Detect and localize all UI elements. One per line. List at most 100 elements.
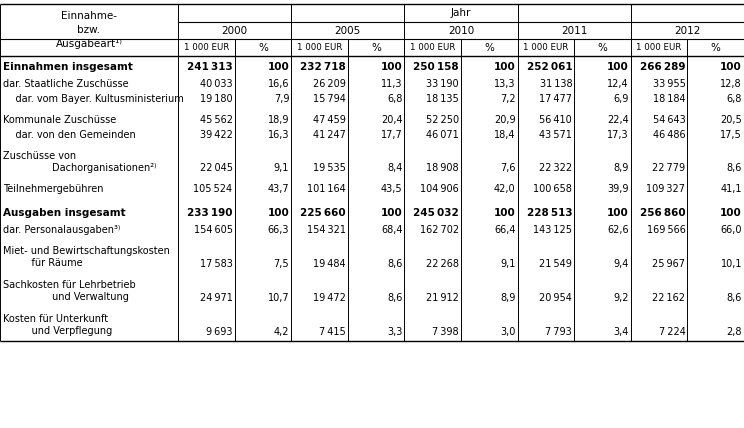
Text: 6,8: 6,8 <box>727 93 742 104</box>
Text: 8,6: 8,6 <box>727 163 742 173</box>
Text: 6,8: 6,8 <box>387 93 403 104</box>
Text: 22 162: 22 162 <box>652 293 685 303</box>
Text: 17,5: 17,5 <box>720 130 742 140</box>
Text: 17 477: 17 477 <box>539 93 572 104</box>
Text: 56 410: 56 410 <box>539 115 572 125</box>
Text: 100: 100 <box>607 208 629 218</box>
Text: 9 693: 9 693 <box>206 327 233 337</box>
Text: 100: 100 <box>267 208 289 218</box>
Text: %: % <box>258 42 268 53</box>
Text: 52 250: 52 250 <box>426 115 459 125</box>
Text: 225 660: 225 660 <box>300 208 346 218</box>
Text: 1 000 EUR: 1 000 EUR <box>523 43 568 52</box>
Text: 7 793: 7 793 <box>545 327 572 337</box>
Text: 7,5: 7,5 <box>274 259 289 269</box>
Text: 1 000 EUR: 1 000 EUR <box>410 43 455 52</box>
Text: 22 045: 22 045 <box>199 163 233 173</box>
Text: 15 794: 15 794 <box>313 93 346 104</box>
Text: 154 321: 154 321 <box>307 225 346 235</box>
Text: 228 513: 228 513 <box>527 208 572 218</box>
Text: 19 472: 19 472 <box>313 293 346 303</box>
Text: 18,9: 18,9 <box>268 115 289 125</box>
Text: 66,3: 66,3 <box>268 225 289 235</box>
Text: 62,6: 62,6 <box>607 225 629 235</box>
Text: 12,4: 12,4 <box>607 78 629 89</box>
Text: 245 032: 245 032 <box>413 208 459 218</box>
Text: 154 605: 154 605 <box>193 225 233 235</box>
Text: 39 422: 39 422 <box>199 130 233 140</box>
Text: 100: 100 <box>607 62 629 72</box>
Text: 33 190: 33 190 <box>426 78 459 89</box>
Text: Kommunale Zuschüsse: Kommunale Zuschüsse <box>3 115 116 125</box>
Text: %: % <box>597 42 607 53</box>
Text: 7,2: 7,2 <box>500 93 516 104</box>
Text: 9,1: 9,1 <box>274 163 289 173</box>
Text: Ausgaben insgesamt: Ausgaben insgesamt <box>3 208 126 218</box>
Text: 7,9: 7,9 <box>274 93 289 104</box>
Text: 169 566: 169 566 <box>647 225 685 235</box>
Text: 232 718: 232 718 <box>300 62 346 72</box>
Text: 3,3: 3,3 <box>387 327 403 337</box>
Text: 18 135: 18 135 <box>426 93 459 104</box>
Text: 17,7: 17,7 <box>381 130 403 140</box>
Text: 21 912: 21 912 <box>426 293 459 303</box>
Text: Kosten für Unterkunft: Kosten für Unterkunft <box>3 314 108 324</box>
Text: 18 908: 18 908 <box>426 163 459 173</box>
Text: 100: 100 <box>720 62 742 72</box>
Text: 31 138: 31 138 <box>539 78 572 89</box>
Text: 20,9: 20,9 <box>494 115 516 125</box>
Text: 241 313: 241 313 <box>187 62 233 72</box>
Text: 43,5: 43,5 <box>381 184 403 193</box>
Text: 42,0: 42,0 <box>494 184 516 193</box>
Text: %: % <box>711 42 721 53</box>
Text: 39,9: 39,9 <box>607 184 629 193</box>
Text: 8,4: 8,4 <box>387 163 403 173</box>
Text: 8,6: 8,6 <box>727 293 742 303</box>
Text: und Verpflegung: und Verpflegung <box>19 326 112 336</box>
Text: 16,3: 16,3 <box>268 130 289 140</box>
Text: 7 415: 7 415 <box>319 327 346 337</box>
Text: %: % <box>484 42 494 53</box>
Text: 54 643: 54 643 <box>652 115 685 125</box>
Text: 68,4: 68,4 <box>381 225 403 235</box>
Text: 8,9: 8,9 <box>613 163 629 173</box>
Text: 43,7: 43,7 <box>268 184 289 193</box>
Text: 104 906: 104 906 <box>420 184 459 193</box>
Text: 10,7: 10,7 <box>268 293 289 303</box>
Text: 1 000 EUR: 1 000 EUR <box>636 43 682 52</box>
Text: 6,9: 6,9 <box>613 93 629 104</box>
Text: Miet- und Bewirtschaftungskosten: Miet- und Bewirtschaftungskosten <box>3 246 170 256</box>
Text: Einnahmen insgesamt: Einnahmen insgesamt <box>3 62 133 72</box>
Text: 3,4: 3,4 <box>613 327 629 337</box>
Text: 19 535: 19 535 <box>313 163 346 173</box>
Text: 2005: 2005 <box>335 26 361 36</box>
Text: 8,6: 8,6 <box>387 293 403 303</box>
Text: 19 180: 19 180 <box>200 93 233 104</box>
Text: 3,0: 3,0 <box>500 327 516 337</box>
Text: Zuschüsse von: Zuschüsse von <box>3 151 76 160</box>
Text: dar. vom Bayer. Kultusministerium: dar. vom Bayer. Kultusministerium <box>3 93 184 104</box>
Text: 22,4: 22,4 <box>607 115 629 125</box>
Text: %: % <box>371 42 381 53</box>
Text: 100: 100 <box>381 62 403 72</box>
Text: 2000: 2000 <box>222 26 248 36</box>
Text: Sachkosten für Lehrbetrieb: Sachkosten für Lehrbetrieb <box>3 280 135 290</box>
Text: 66,4: 66,4 <box>494 225 516 235</box>
Text: 8,9: 8,9 <box>500 293 516 303</box>
Text: 40 033: 40 033 <box>200 78 233 89</box>
Text: 20,5: 20,5 <box>720 115 742 125</box>
Text: 46 071: 46 071 <box>426 130 459 140</box>
Text: 16,6: 16,6 <box>268 78 289 89</box>
Text: 252 061: 252 061 <box>527 62 572 72</box>
Text: 21 549: 21 549 <box>539 259 572 269</box>
Text: 250 158: 250 158 <box>414 62 459 72</box>
Text: 10,1: 10,1 <box>720 259 742 269</box>
Text: 41,1: 41,1 <box>720 184 742 193</box>
Text: 13,3: 13,3 <box>494 78 516 89</box>
Text: 7 224: 7 224 <box>658 327 685 337</box>
Text: 9,2: 9,2 <box>613 293 629 303</box>
Text: dar. Staatliche Zuschüsse: dar. Staatliche Zuschüsse <box>3 78 129 89</box>
Text: 266 289: 266 289 <box>640 62 685 72</box>
Text: 8,6: 8,6 <box>387 259 403 269</box>
Text: 4,2: 4,2 <box>274 327 289 337</box>
